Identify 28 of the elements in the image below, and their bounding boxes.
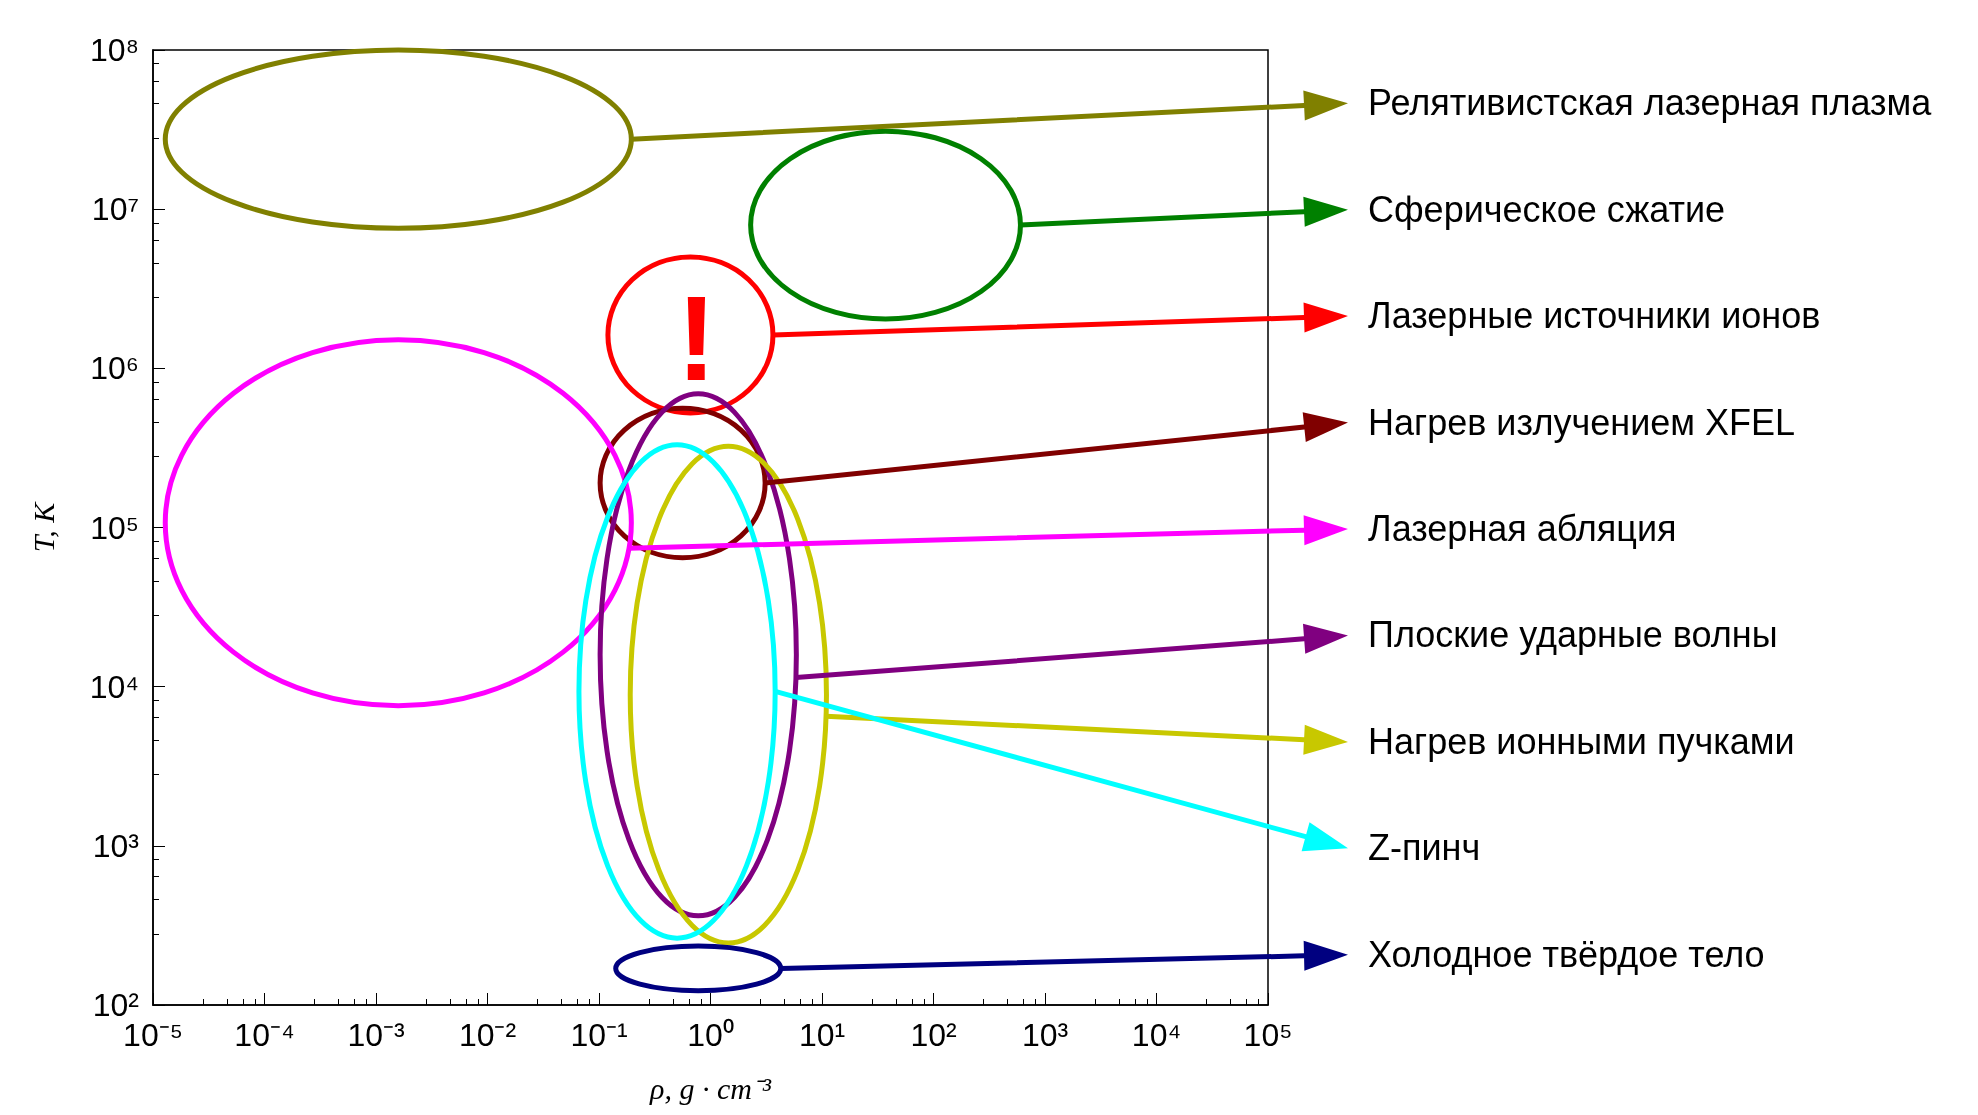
- y-tick-label: 10⁵: [90, 509, 139, 546]
- annotation: !: [676, 270, 717, 405]
- text: Сферическое сжатие: [1368, 187, 1726, 232]
- x-tick-label: 10⁴: [1131, 1017, 1182, 1053]
- x-tick-label: 10⁻⁴: [234, 1017, 295, 1053]
- text: Плоские ударные волны: [1368, 613, 1778, 658]
- y-tick-label: 10⁶: [90, 350, 139, 387]
- y-tick-label: 10³: [92, 827, 140, 864]
- y-axis-title: T, K: [26, 500, 60, 553]
- y-tick-label: 10⁷: [91, 191, 139, 228]
- text: Лазерные источники ионов: [1368, 294, 1821, 339]
- text: Лазерная абляция: [1368, 507, 1677, 551]
- x-tick-label: 10²: [910, 1017, 957, 1053]
- y-tick-label: 10⁸: [89, 32, 139, 68]
- x-tick-label: 10⁻³: [347, 1017, 405, 1053]
- x-tick-label: 10⁻²: [458, 1017, 517, 1053]
- x-tick-label: 10³: [1021, 1017, 1069, 1053]
- x-tick-label: 10¹: [798, 1017, 846, 1053]
- y-tick-label: 10⁴: [89, 668, 139, 705]
- text: Релятивистская лазерная плазма: [1368, 81, 1932, 126]
- text: Z-пинч: [1368, 826, 1481, 871]
- text: Нагрев излучением XFEL: [1368, 400, 1796, 445]
- text: Нагрев ионными пучками: [1368, 719, 1795, 764]
- x-tick-label: 10⁰: [687, 1017, 734, 1053]
- x-tick-label: 10⁵: [1243, 1017, 1293, 1053]
- x-axis-title: ρ, g · cm⁻³: [649, 1071, 772, 1105]
- text: Холодное твёрдое тело: [1368, 932, 1765, 977]
- x-tick-label: 10⁻¹: [570, 1017, 628, 1053]
